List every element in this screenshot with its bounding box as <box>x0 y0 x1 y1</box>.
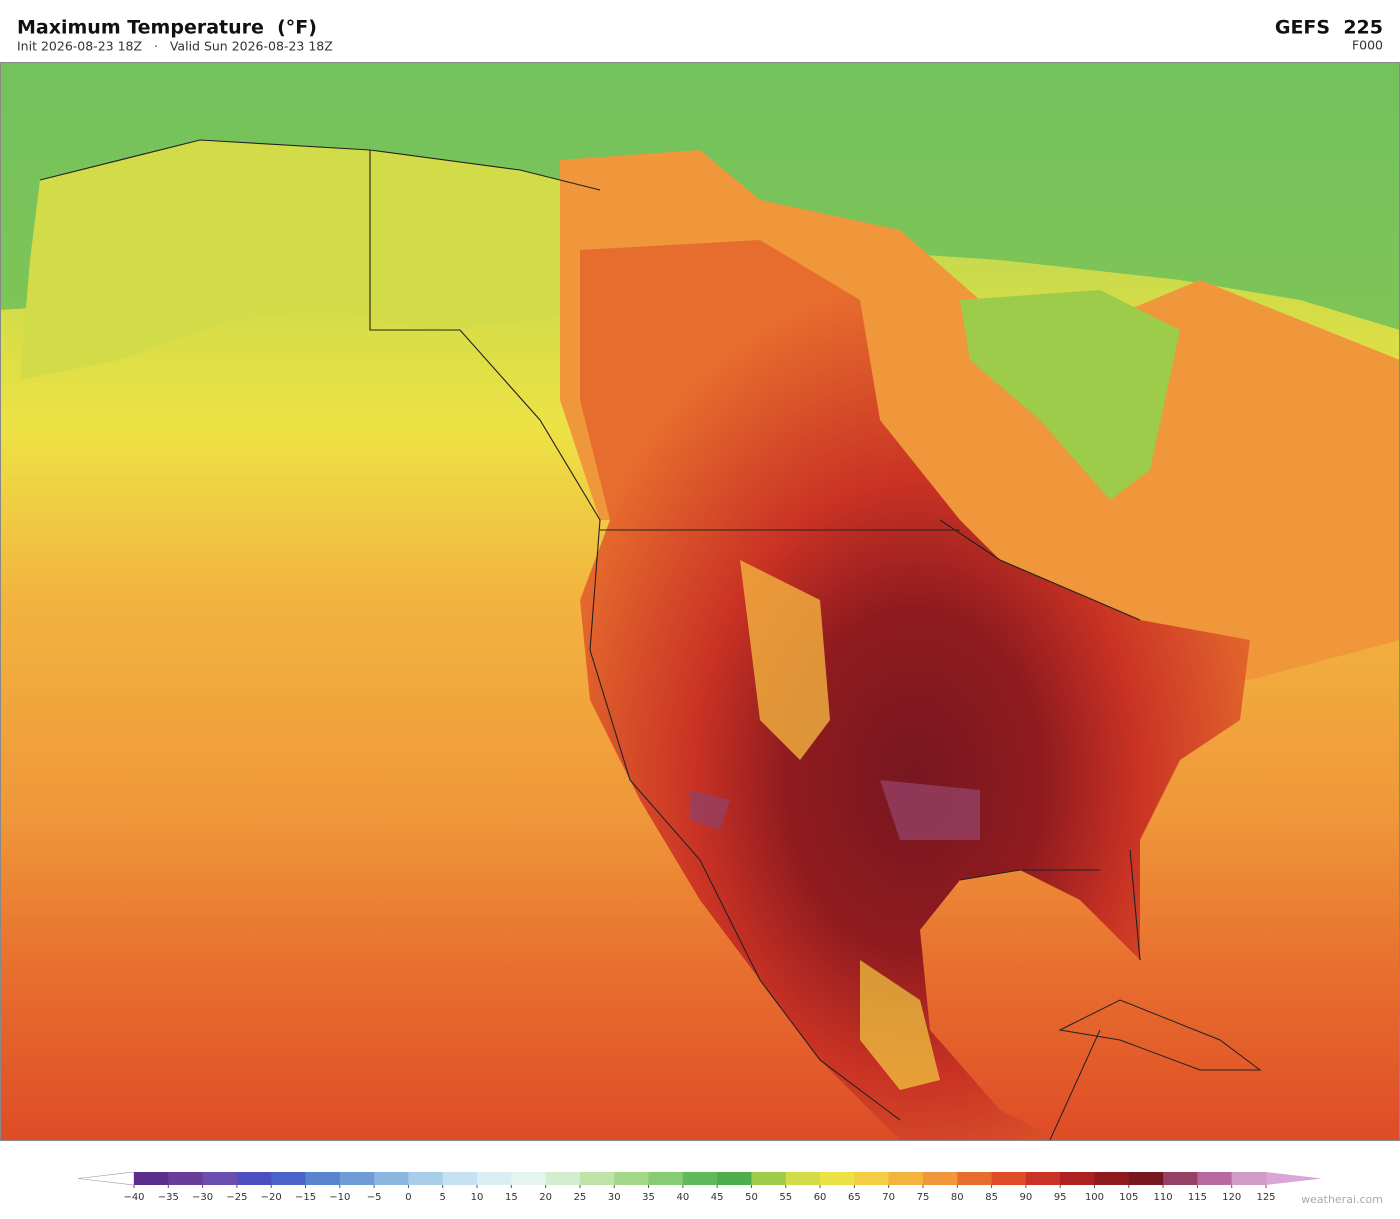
colorbar-bin <box>1094 1172 1130 1185</box>
colorbar-tick-label: 65 <box>848 1192 861 1203</box>
colorbar-bin <box>305 1172 341 1185</box>
colorbar-tick-label: 25 <box>574 1192 587 1203</box>
colorbar-bin <box>682 1172 718 1185</box>
colorbar-tick-label: −35 <box>158 1192 179 1203</box>
colorbar-bin <box>888 1172 924 1185</box>
colorbar-bin <box>1025 1172 1061 1185</box>
continent-heat <box>580 240 1250 1140</box>
colorbar-bin <box>339 1172 375 1185</box>
colorbar-bin <box>751 1172 787 1185</box>
colorbar-tick-label: −15 <box>295 1192 316 1203</box>
colorbar-bin <box>1128 1172 1164 1185</box>
colorbar-bin <box>1231 1172 1267 1185</box>
colorbar-tick-label: 30 <box>608 1192 621 1203</box>
model: GEFS 225 <box>1275 17 1383 39</box>
colorbar-bin <box>648 1172 684 1185</box>
colorbar-bin <box>374 1172 409 1185</box>
colorbar-tick-label: 70 <box>882 1192 895 1203</box>
colorbar-tick-label: −5 <box>367 1192 382 1203</box>
colorbar-bin <box>1163 1172 1198 1185</box>
colorbar-tick-label: −25 <box>226 1192 247 1203</box>
colorbar: −40 −35 −30 −25 −20 −15 −10 −5 0 5 10 15 20 25 30 35 40 4… <box>77 1171 1322 1203</box>
colorbar-tick-label: 125 <box>1256 1192 1275 1203</box>
colorbar-bin <box>957 1172 993 1185</box>
colorbar-tick-label: −40 <box>123 1192 144 1203</box>
colorbar-tick-label: 0 <box>405 1192 411 1203</box>
colorbar-tick-label: 80 <box>951 1192 964 1203</box>
rockies <box>740 560 830 760</box>
colorbar-tick-label: 100 <box>1085 1192 1104 1203</box>
colorbar-bin <box>545 1172 581 1185</box>
hudson-bay <box>960 290 1180 500</box>
colorbar-over <box>1266 1172 1322 1185</box>
colorbar-tick-label: 60 <box>814 1192 827 1203</box>
colorbar-bin <box>477 1172 512 1185</box>
title: Maximum Temperature (°F) <box>17 17 317 39</box>
colorbar-tick-label: 35 <box>642 1192 655 1203</box>
colorbar-bin <box>614 1172 650 1185</box>
alaska <box>20 140 640 380</box>
colorbar-bin <box>1060 1172 1095 1185</box>
map <box>0 62 1400 1141</box>
forecast-hour: F000 <box>1352 38 1383 53</box>
colorbar-bin <box>442 1172 478 1185</box>
colorbar-tick-label: 110 <box>1154 1192 1173 1203</box>
colorbar-tick-label: 15 <box>505 1192 518 1203</box>
colorbar-tick-label: 95 <box>1054 1192 1067 1203</box>
coastlines <box>39 139 1141 1121</box>
colorbar-bin <box>922 1172 958 1185</box>
colorbar-bin <box>579 1172 615 1185</box>
colorbar-tick-label: −30 <box>192 1192 213 1203</box>
colorbar-tick-label: −20 <box>261 1192 282 1203</box>
colorbar-bin <box>236 1172 272 1185</box>
colorbar-tick-label: 120 <box>1222 1192 1241 1203</box>
colorbar-tick-label: 50 <box>745 1192 758 1203</box>
colorbar-bin <box>991 1172 1027 1185</box>
hot-spots <box>690 780 980 840</box>
watermark: weatherai.com <box>1301 1193 1383 1206</box>
colorbar-bin <box>717 1172 752 1185</box>
caribbean <box>1049 999 1262 1141</box>
colorbar-tick-label: 90 <box>1020 1192 1033 1203</box>
colorbar-tick-label: 75 <box>917 1192 930 1203</box>
colorbar-bin <box>820 1172 855 1185</box>
colorbar-bin <box>511 1172 547 1185</box>
colorbar-bin <box>785 1172 821 1185</box>
colorbar-bin <box>271 1172 307 1185</box>
colorbar-tick-label: 40 <box>676 1192 689 1203</box>
colorbar-bin <box>408 1172 444 1185</box>
colorbar-bin <box>1197 1172 1233 1185</box>
colorbar-tick-label: 5 <box>440 1192 446 1203</box>
colorbar-tick-label: 10 <box>471 1192 484 1203</box>
colorbar-tick-label: 105 <box>1119 1192 1138 1203</box>
colorbar-tick-label: 115 <box>1188 1192 1207 1203</box>
colorbar-tick-label: 45 <box>711 1192 724 1203</box>
colorbar-bin <box>202 1172 238 1185</box>
colorbar-tick-label: 20 <box>539 1192 552 1203</box>
colorbar-tick-label: 85 <box>985 1192 998 1203</box>
colorbar-under <box>77 1171 135 1186</box>
mexico-plateau <box>860 960 940 1090</box>
colorbar-bin <box>168 1172 204 1185</box>
colorbar-bin <box>854 1172 890 1185</box>
colorbar-tick-label: 55 <box>779 1192 792 1203</box>
subtitle: Init 2026-08-23 18Z · Valid Sun 2026-08-… <box>17 39 333 54</box>
colorbar-bin <box>134 1172 169 1185</box>
colorbar-tick-label: −10 <box>329 1192 350 1203</box>
